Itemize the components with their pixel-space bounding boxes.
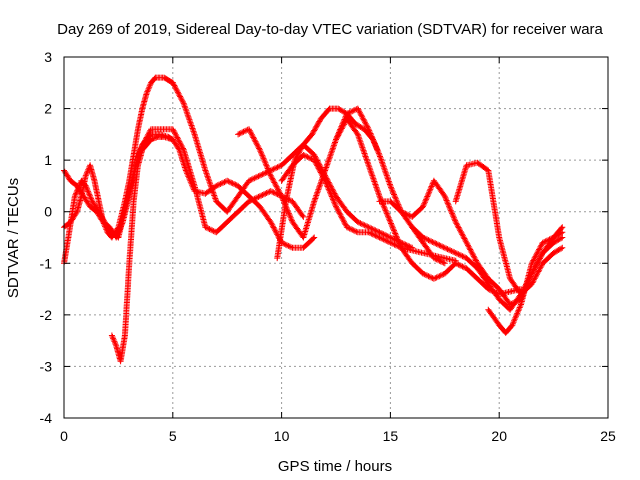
series-arc-4 — [108, 133, 318, 365]
series-arc-7 — [274, 105, 381, 262]
y-tick-label: 2 — [44, 101, 52, 117]
x-axis-label: GPS time / hours — [278, 458, 392, 475]
x-tick-label: 25 — [600, 428, 616, 444]
x-tick-label: 20 — [491, 428, 507, 444]
y-tick-label: -1 — [40, 255, 53, 271]
series-arc-9 — [333, 115, 524, 298]
x-tick-label: 15 — [383, 428, 399, 444]
plot-frame — [63, 56, 609, 419]
x-tick-label: 0 — [60, 428, 68, 444]
tick-layer: 0 5 10 15 20 25 -4 -3 -2 -1 0 1 2 3 — [40, 49, 616, 444]
x-tick-label: 10 — [274, 428, 290, 444]
series-arc-13 — [485, 229, 566, 336]
y-tick-label: -2 — [40, 307, 53, 323]
y-axis-label: SDTVAR / TECUs — [5, 178, 22, 298]
y-tick-label: 0 — [44, 204, 52, 220]
y-tick-label: -3 — [40, 358, 53, 374]
chart-title: Day 269 of 2019, Sidereal Day-to-day VTE… — [57, 21, 603, 38]
y-tick-label: 3 — [44, 49, 52, 65]
y-tick-label: 1 — [44, 152, 52, 168]
y-tick-label: -4 — [40, 410, 53, 426]
x-tick-label: 5 — [169, 428, 177, 444]
